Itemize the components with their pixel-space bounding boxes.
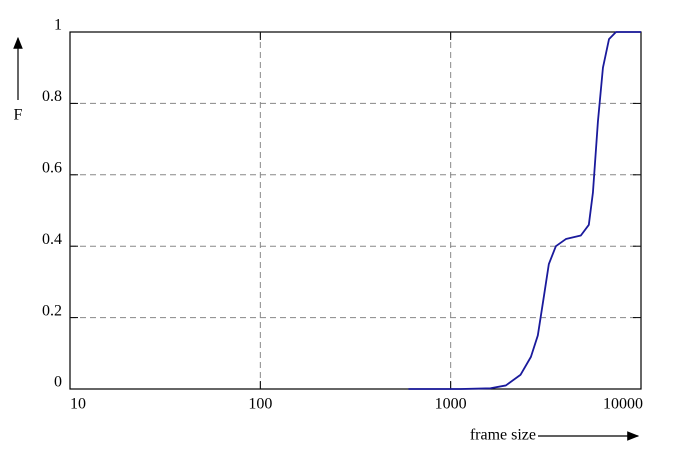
x-tick-label: 1000: [435, 396, 467, 413]
y-tick-label: 0.4: [42, 231, 62, 248]
x-axis-label: frame size: [470, 427, 536, 444]
y-tick-label: 0.6: [42, 159, 62, 176]
y-axis-label: F: [14, 107, 23, 124]
x-tick-label: 10000: [603, 396, 643, 413]
y-tick-label: 0: [54, 374, 62, 391]
x-tick-label: 100: [248, 396, 272, 413]
x-tick-label: 10: [70, 396, 86, 413]
y-tick-label: 0.2: [42, 302, 62, 319]
y-tick-label: 1: [54, 17, 62, 34]
data-line: [408, 31, 641, 390]
y-tick-label: 0.8: [42, 88, 62, 105]
plot-frame: [69, 31, 642, 390]
